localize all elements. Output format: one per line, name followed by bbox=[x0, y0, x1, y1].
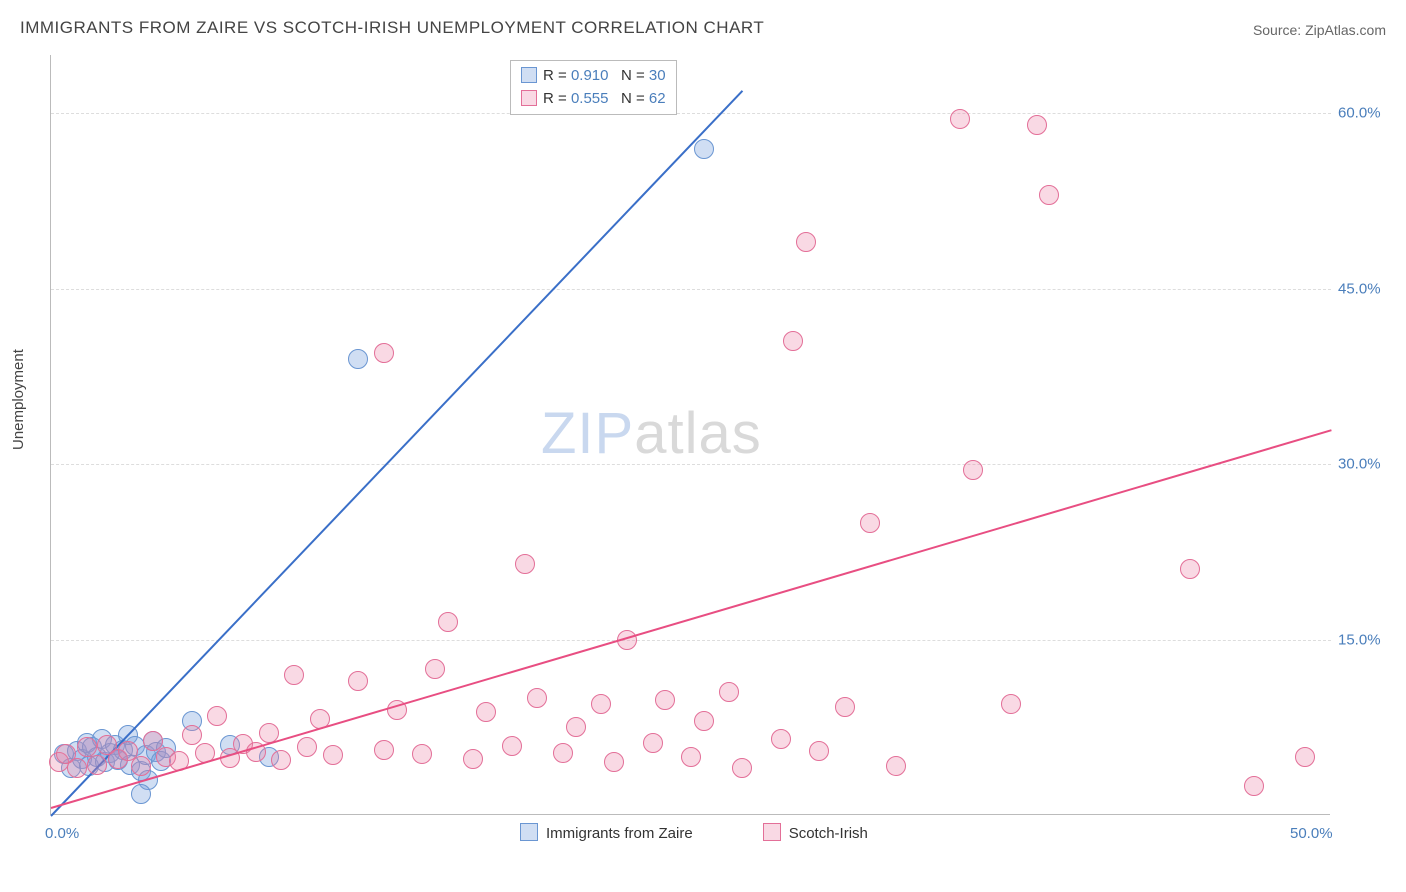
plot-container: ZIPatlas R = 0.910 N = 30R = 0.555 N = 6… bbox=[50, 55, 1390, 855]
gridline bbox=[51, 113, 1331, 114]
y-axis-label: Unemployment bbox=[10, 349, 27, 450]
data-point bbox=[771, 729, 791, 749]
legend-swatch-icon bbox=[763, 823, 781, 841]
y-tick-label: 45.0% bbox=[1338, 280, 1381, 297]
data-point bbox=[131, 784, 151, 804]
data-point bbox=[515, 554, 535, 574]
r-value: 0.910 bbox=[571, 67, 609, 84]
gridline bbox=[51, 289, 1331, 290]
y-tick-label: 15.0% bbox=[1338, 631, 1381, 648]
data-point bbox=[412, 744, 432, 764]
legend-swatch-icon bbox=[521, 90, 537, 106]
data-point bbox=[348, 671, 368, 691]
data-point bbox=[438, 612, 458, 632]
data-point bbox=[694, 139, 714, 159]
data-point bbox=[860, 513, 880, 533]
data-point bbox=[950, 109, 970, 129]
data-point bbox=[963, 460, 983, 480]
data-point bbox=[643, 733, 663, 753]
data-point bbox=[694, 711, 714, 731]
data-point bbox=[655, 690, 675, 710]
data-point bbox=[1295, 747, 1315, 767]
source-attribution: Source: ZipAtlas.com bbox=[1253, 22, 1386, 38]
legend-swatch-icon bbox=[521, 67, 537, 83]
watermark-atlas: atlas bbox=[634, 401, 762, 466]
series-legend: Immigrants from Zaire Scotch-Irish bbox=[520, 823, 868, 842]
chart-area: ZIPatlas bbox=[50, 55, 1330, 815]
r-value: 0.555 bbox=[571, 90, 609, 107]
stats-legend-box: R = 0.910 N = 30R = 0.555 N = 62 bbox=[510, 60, 677, 115]
data-point bbox=[297, 737, 317, 757]
gridline bbox=[51, 640, 1331, 641]
watermark-zip: ZIP bbox=[541, 401, 634, 466]
data-point bbox=[284, 665, 304, 685]
legend-swatch-icon bbox=[520, 823, 538, 841]
data-point bbox=[131, 756, 151, 776]
legend-item: Scotch-Irish bbox=[763, 823, 868, 842]
data-point bbox=[1180, 559, 1200, 579]
source-link[interactable]: ZipAtlas.com bbox=[1305, 22, 1386, 38]
data-point bbox=[182, 725, 202, 745]
data-point bbox=[527, 688, 547, 708]
data-point bbox=[1039, 185, 1059, 205]
data-point bbox=[463, 749, 483, 769]
gridline bbox=[51, 464, 1331, 465]
stats-row: R = 0.555 N = 62 bbox=[521, 88, 666, 111]
data-point bbox=[476, 702, 496, 722]
data-point bbox=[502, 736, 522, 756]
source-label: Source: bbox=[1253, 22, 1305, 38]
data-point bbox=[566, 717, 586, 737]
data-point bbox=[1001, 694, 1021, 714]
data-point bbox=[719, 682, 739, 702]
data-point bbox=[374, 343, 394, 363]
data-point bbox=[886, 756, 906, 776]
data-point bbox=[425, 659, 445, 679]
data-point bbox=[67, 758, 87, 778]
data-point bbox=[271, 750, 291, 770]
data-point bbox=[796, 232, 816, 252]
y-tick-label: 30.0% bbox=[1338, 456, 1381, 473]
data-point bbox=[809, 741, 829, 761]
data-point bbox=[207, 706, 227, 726]
n-value: 62 bbox=[649, 90, 666, 107]
data-point bbox=[732, 758, 752, 778]
data-point bbox=[783, 331, 803, 351]
x-tick-label: 50.0% bbox=[1290, 825, 1333, 842]
data-point bbox=[681, 747, 701, 767]
data-point bbox=[1244, 776, 1264, 796]
x-tick-label: 0.0% bbox=[45, 825, 79, 842]
data-point bbox=[604, 752, 624, 772]
watermark: ZIPatlas bbox=[541, 400, 762, 467]
data-point bbox=[348, 349, 368, 369]
chart-title: IMMIGRANTS FROM ZAIRE VS SCOTCH-IRISH UN… bbox=[20, 18, 764, 38]
data-point bbox=[835, 697, 855, 717]
data-point bbox=[1027, 115, 1047, 135]
legend-label: Immigrants from Zaire bbox=[546, 825, 693, 842]
data-point bbox=[87, 755, 107, 775]
y-tick-label: 60.0% bbox=[1338, 105, 1381, 122]
legend-label: Scotch-Irish bbox=[789, 825, 868, 842]
data-point bbox=[553, 743, 573, 763]
legend-item: Immigrants from Zaire bbox=[520, 823, 693, 842]
n-value: 30 bbox=[649, 67, 666, 84]
data-point bbox=[323, 745, 343, 765]
stats-row: R = 0.910 N = 30 bbox=[521, 65, 666, 88]
data-point bbox=[374, 740, 394, 760]
data-point bbox=[591, 694, 611, 714]
